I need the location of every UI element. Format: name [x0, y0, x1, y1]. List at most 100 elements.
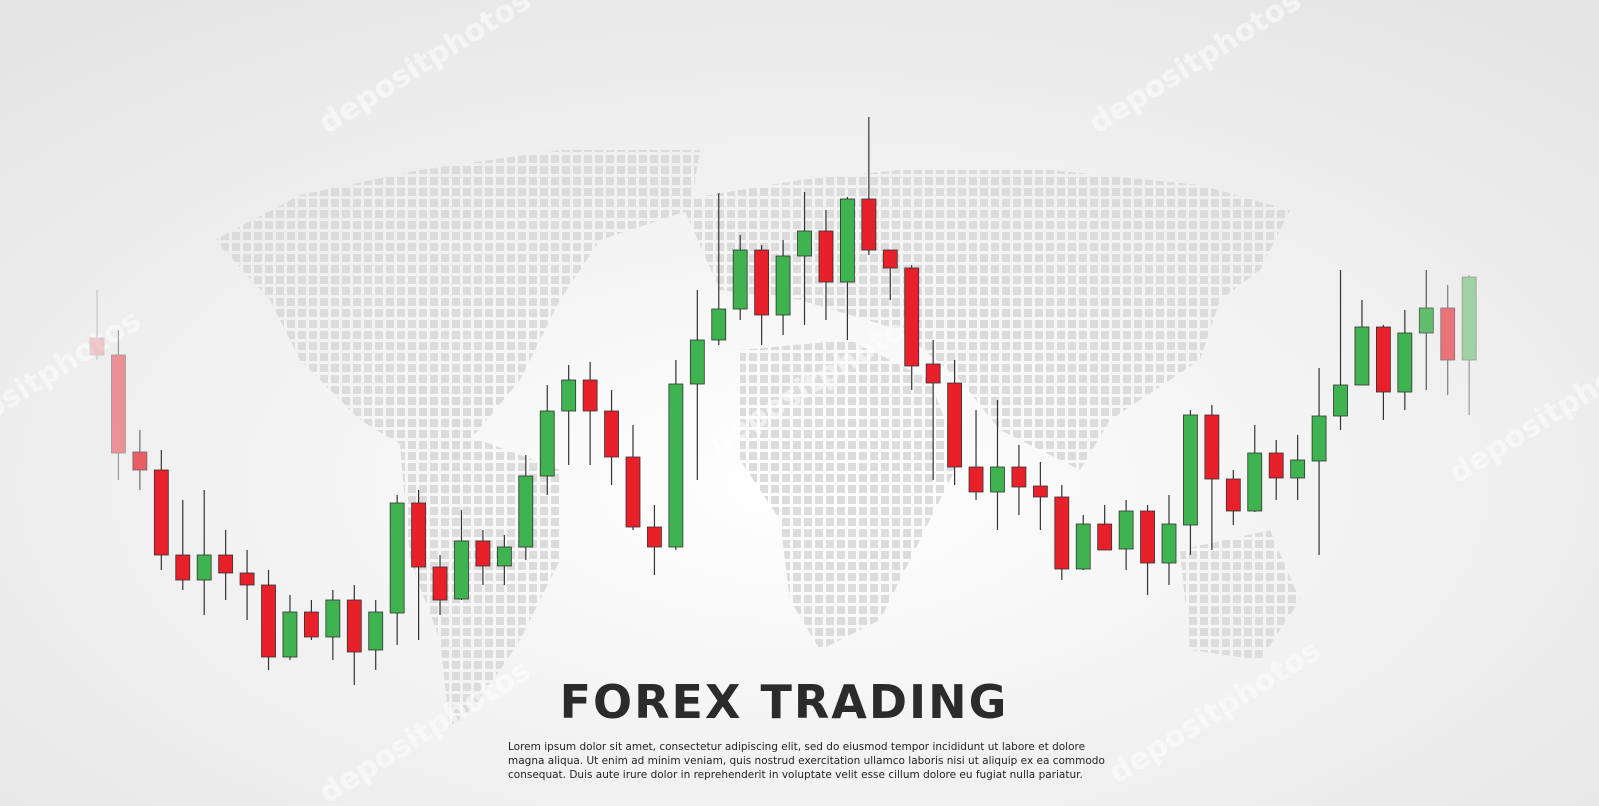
candle	[990, 400, 1005, 530]
candle	[840, 197, 855, 340]
candle	[1247, 425, 1263, 512]
candle-body	[475, 540, 491, 567]
candle	[1461, 275, 1477, 415]
candle	[111, 330, 126, 480]
candle-body	[1204, 414, 1220, 480]
candle	[1225, 470, 1241, 525]
candle-body	[1140, 510, 1155, 564]
candle-body	[411, 502, 427, 568]
candle	[775, 240, 791, 335]
candle	[711, 193, 727, 345]
candle-body	[432, 566, 448, 601]
candle	[496, 535, 512, 585]
candle	[175, 500, 191, 590]
candle	[1397, 310, 1413, 410]
candle	[1290, 435, 1306, 500]
candle	[89, 290, 105, 360]
candle-body	[1440, 307, 1456, 361]
candle	[432, 555, 448, 615]
candle-body	[1461, 276, 1477, 361]
candle-body	[132, 451, 148, 471]
title: FOREX TRADING	[560, 675, 1009, 729]
candle	[389, 495, 405, 645]
candle-body	[1376, 326, 1391, 393]
candle-body	[389, 502, 405, 614]
candle-body	[711, 308, 727, 341]
candle	[411, 490, 427, 640]
candle-body	[968, 466, 984, 493]
candle-body	[325, 599, 341, 638]
candle	[1054, 485, 1070, 580]
candle	[153, 450, 169, 570]
candle	[1333, 270, 1348, 430]
candle-body	[175, 554, 191, 581]
candle-body	[1247, 452, 1263, 512]
candle	[303, 600, 319, 640]
candle	[1161, 495, 1177, 585]
description-line: consequat. Duis aute irure dolor in repr…	[508, 769, 1083, 781]
candle-body	[1418, 307, 1434, 334]
candle	[1376, 325, 1391, 420]
candle	[368, 600, 384, 670]
candle-body	[239, 572, 255, 586]
candle	[282, 595, 298, 660]
candle	[132, 430, 148, 490]
candle-body	[775, 255, 791, 316]
candle	[1204, 405, 1220, 550]
candle-body	[1118, 510, 1134, 550]
candle-body	[818, 230, 834, 283]
candle	[732, 235, 748, 320]
candle	[539, 385, 555, 495]
candle-body	[1268, 452, 1284, 479]
candle	[1354, 300, 1370, 386]
candle-body	[282, 611, 298, 658]
candle-body	[196, 554, 212, 581]
candle	[1032, 462, 1048, 530]
candle-body	[947, 382, 962, 468]
candle-body	[368, 611, 384, 651]
candle	[754, 245, 770, 345]
candle-body	[840, 198, 855, 283]
description-line: Lorem ipsum dolor sit amet, consectetur …	[508, 741, 1085, 753]
candle-body	[1075, 523, 1091, 570]
candle-body	[496, 546, 512, 567]
candle-body	[261, 584, 276, 658]
candle	[647, 505, 662, 575]
candle-body	[1011, 466, 1027, 488]
candle-body	[346, 599, 362, 653]
candle	[1440, 285, 1456, 395]
description-line: magna aliqua. Ut enim ad minim veniam, q…	[508, 755, 1105, 767]
candle	[582, 362, 598, 465]
candle	[925, 340, 941, 480]
candle	[1418, 270, 1434, 390]
candle-body	[904, 267, 920, 367]
candle	[1311, 368, 1327, 555]
candle	[561, 365, 577, 465]
candle-body	[732, 249, 748, 310]
description: Lorem ipsum dolor sit amet, consectetur …	[508, 741, 1105, 781]
candle-body	[1333, 384, 1348, 417]
candle-body	[1311, 415, 1327, 462]
candle	[604, 390, 619, 485]
candle-body	[582, 379, 598, 412]
candle	[261, 570, 276, 670]
candle-body	[604, 410, 619, 458]
candle-body	[625, 456, 641, 528]
candle-body	[882, 249, 898, 269]
candle	[325, 590, 341, 660]
candle-body	[518, 475, 534, 548]
candle-body	[754, 249, 770, 316]
candle-body	[218, 554, 234, 574]
candle-body	[454, 540, 469, 600]
candle-body	[1225, 478, 1241, 512]
candle	[797, 192, 812, 325]
candle-body	[797, 230, 812, 257]
candle-body	[861, 198, 877, 251]
candle	[882, 249, 898, 300]
candle	[1118, 500, 1134, 570]
candle-body	[689, 339, 705, 385]
candle-body	[539, 410, 555, 477]
candle	[1097, 505, 1113, 551]
candle-body	[1054, 496, 1070, 570]
